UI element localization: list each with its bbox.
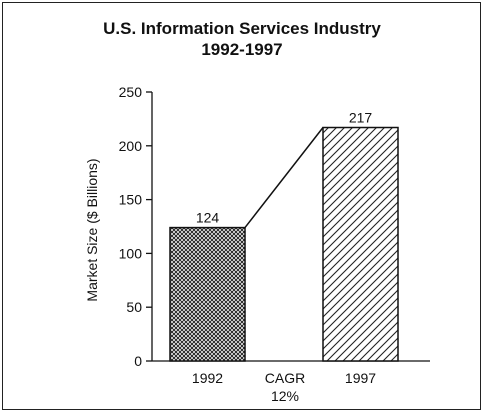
cagr-annotation-line1: CAGR [265, 370, 305, 386]
bar-1992 [169, 226, 246, 362]
x-tick-label-1997: 1997 [345, 370, 376, 386]
data-label-1992: 124 [196, 210, 220, 226]
bars-group [169, 126, 399, 362]
data-label-1997: 217 [349, 110, 373, 126]
y-tick-label: 200 [119, 138, 143, 154]
chart-subtitle: 1992-1997 [201, 40, 283, 59]
labels-group: 124 1992 217 1997 [192, 110, 376, 386]
cagr-annotation-line2: 12% [271, 388, 299, 404]
x-tick-label-1992: 1992 [192, 370, 223, 386]
y-tick-label: 150 [119, 192, 143, 208]
y-tick-label: 250 [119, 84, 143, 100]
bar-1997 [322, 126, 399, 362]
cagr-connector-line [244, 127, 324, 229]
y-tick-label: 0 [134, 353, 142, 369]
y-tick-label: 100 [119, 245, 143, 261]
y-axis-label: Market Size ($ Billions) [84, 158, 100, 301]
y-axis-ticks: 0 50 100 150 200 250 [119, 84, 152, 369]
y-tick-label: 50 [126, 299, 142, 315]
chart-title: U.S. Information Services Industry [103, 19, 381, 38]
